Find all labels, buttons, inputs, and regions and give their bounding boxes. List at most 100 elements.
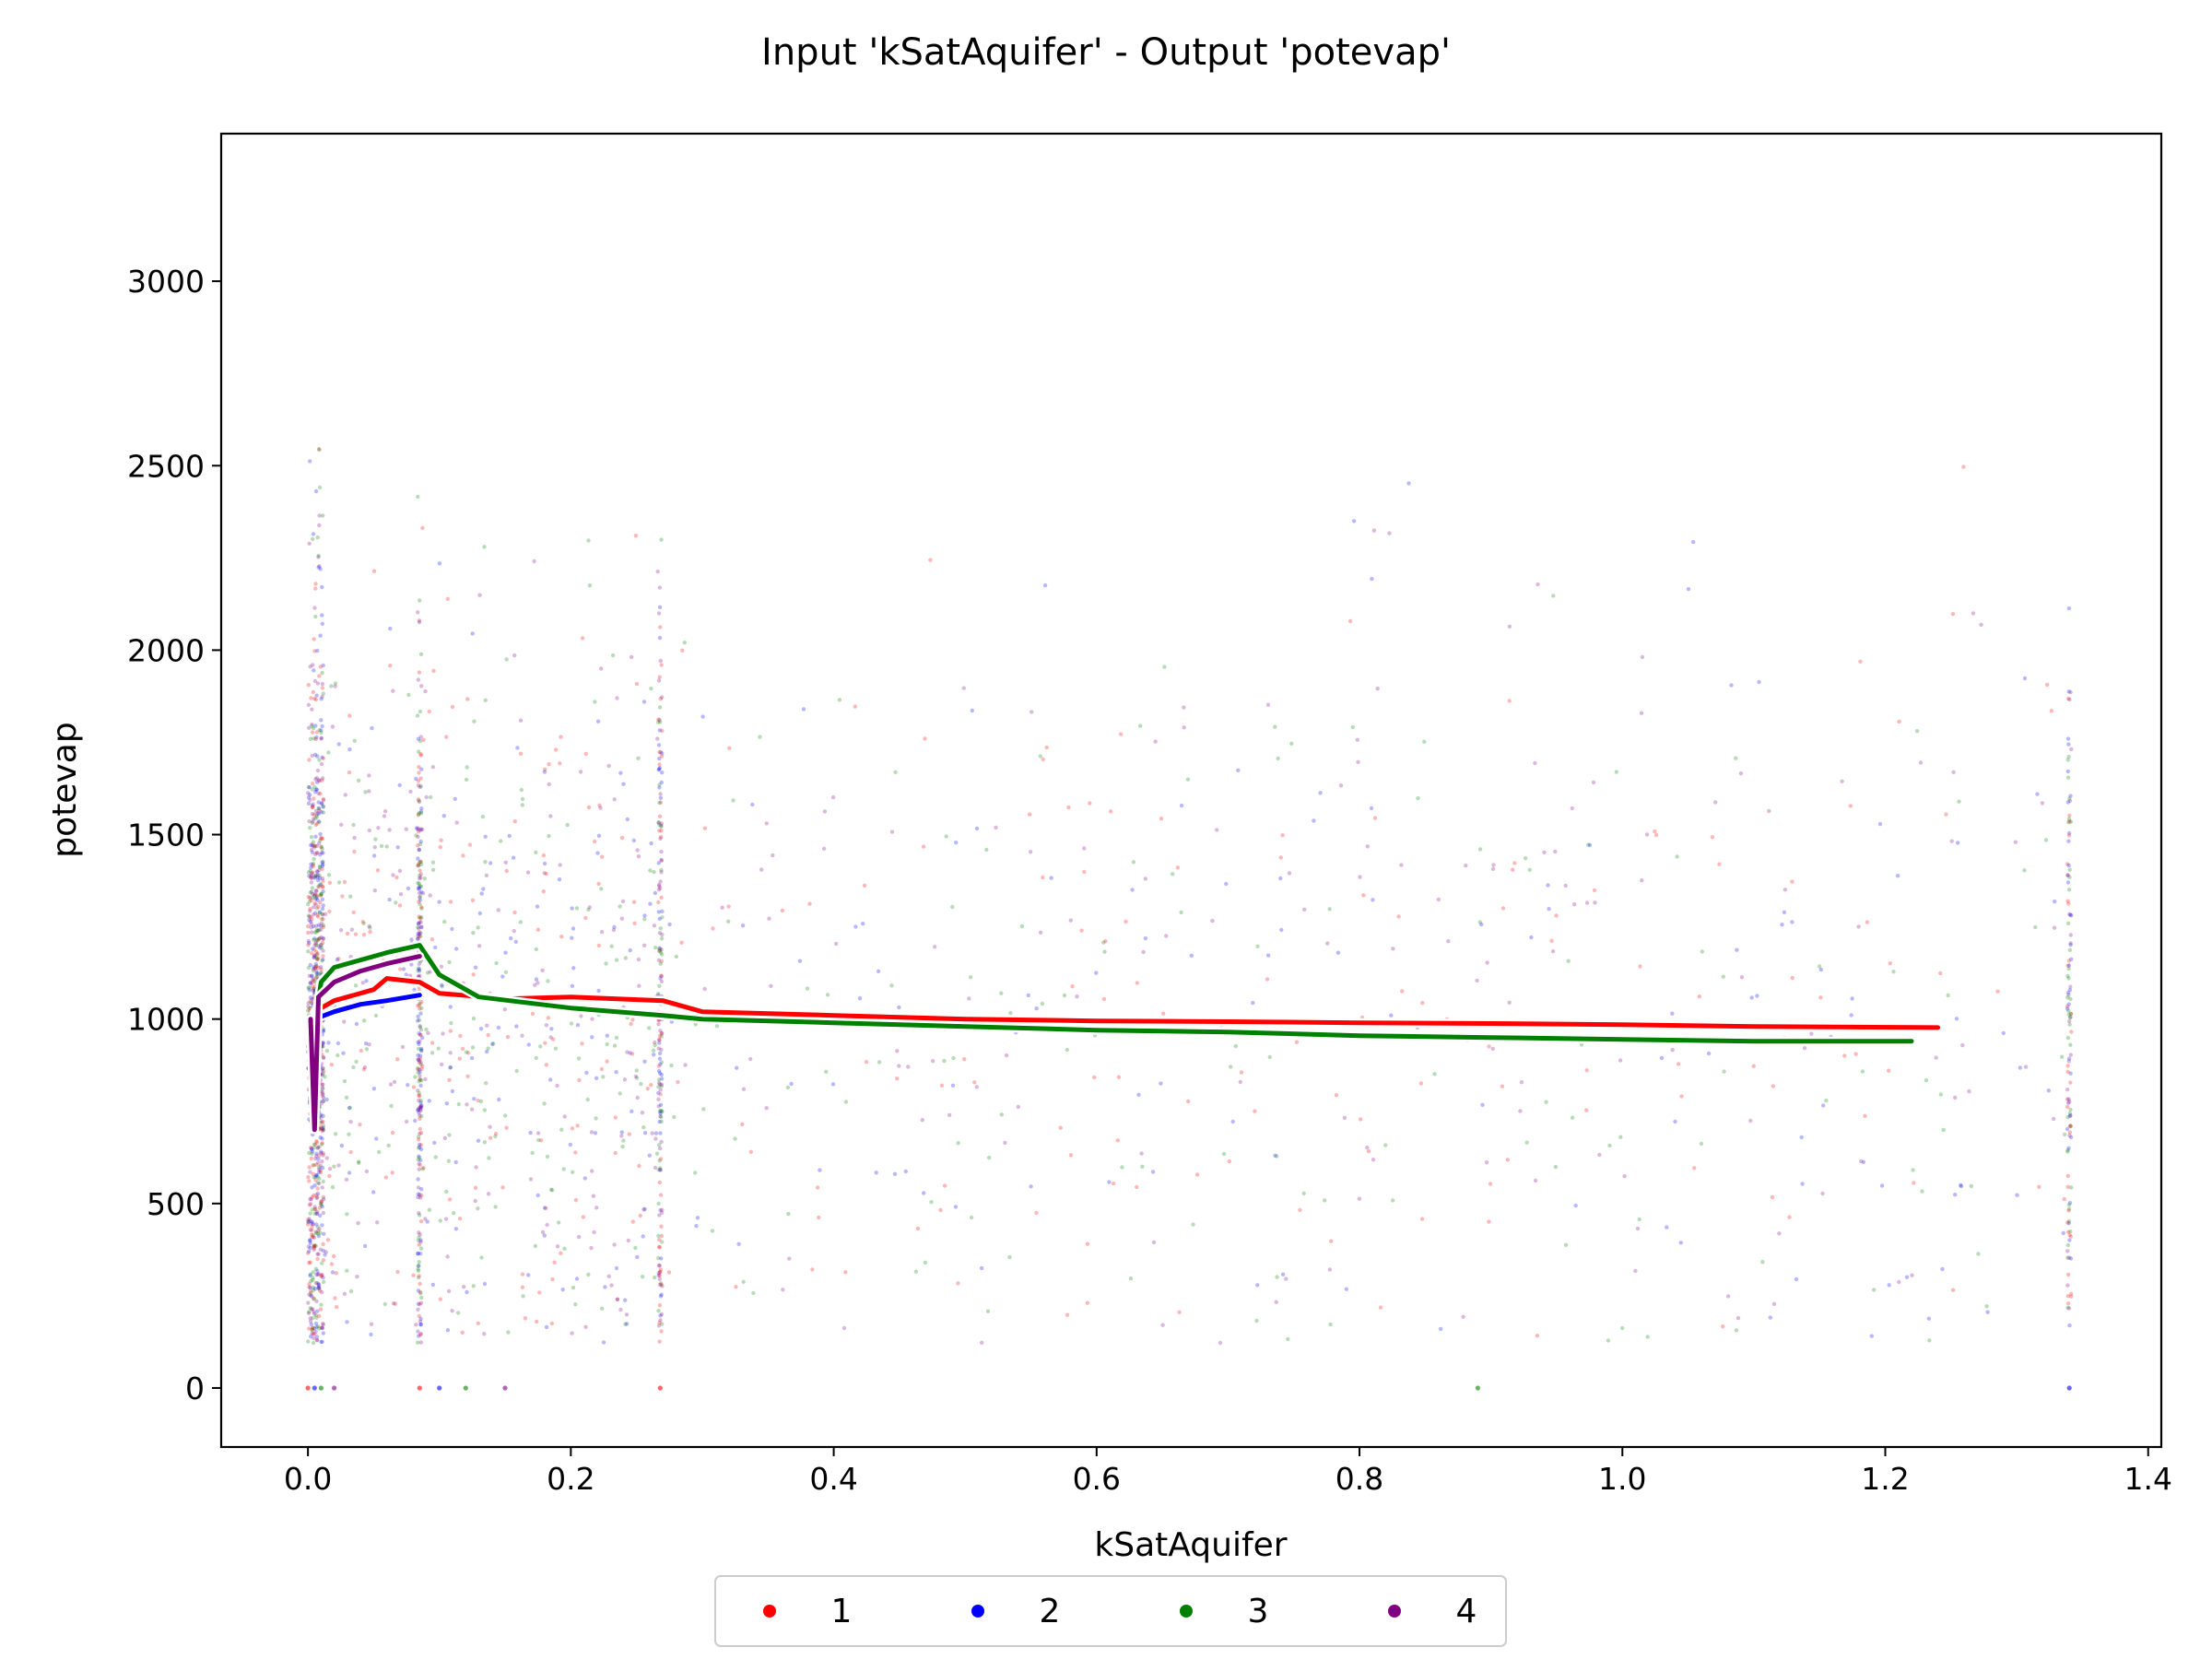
scatter-point	[307, 1281, 312, 1287]
scatter-point	[1951, 770, 1956, 774]
scatter-point	[307, 1179, 312, 1183]
scatter-point	[659, 895, 664, 900]
y-tick-label: 0	[185, 1371, 205, 1406]
scatter-point	[1914, 729, 1920, 734]
scatter-point	[2066, 754, 2071, 759]
scatter-point	[321, 885, 325, 889]
scatter-point	[371, 1087, 377, 1091]
scatter-point	[2043, 838, 2049, 842]
scatter-point	[1587, 842, 1593, 848]
scatter-point	[514, 1024, 519, 1029]
scatter-point	[2052, 925, 2057, 930]
scatter-point	[1800, 1182, 1805, 1186]
scatter-point	[486, 1032, 490, 1038]
scatter-point	[309, 842, 313, 848]
scatter-point	[342, 1078, 347, 1084]
scatter-point	[660, 728, 665, 734]
scatter-point	[2067, 813, 2072, 818]
scatter-point	[1790, 975, 1794, 981]
scatter-point	[603, 1285, 607, 1289]
scatter-point	[534, 977, 539, 982]
scatter-point	[316, 565, 321, 570]
scatter-point	[535, 1319, 539, 1324]
scatter-point	[321, 1179, 325, 1184]
scatter-point	[1872, 1288, 1877, 1292]
scatter-point	[321, 1041, 325, 1045]
scatter-point	[2066, 1221, 2071, 1226]
scatter-point	[320, 1325, 324, 1330]
scatter-point	[1817, 964, 1822, 969]
scatter-point	[1028, 850, 1033, 854]
scatter-point	[2066, 976, 2071, 981]
scatter-point	[2001, 1030, 2006, 1036]
scatter-point	[418, 738, 423, 744]
scatter-point	[635, 1254, 640, 1260]
scatter-point	[345, 1320, 349, 1324]
scatter-point	[1464, 864, 1468, 868]
scatter-point	[418, 1103, 423, 1109]
scatter-point	[2065, 862, 2070, 866]
scatter-point	[2065, 1149, 2070, 1154]
scatter-point	[596, 833, 602, 838]
scatter-point	[642, 1059, 647, 1065]
scatter-point	[418, 1322, 423, 1327]
scatter-point	[324, 1250, 328, 1254]
scatter-point	[431, 668, 436, 674]
scatter-point	[423, 1217, 428, 1221]
scatter-point	[590, 1035, 594, 1040]
scatter-point	[1535, 582, 1540, 587]
scatter-point	[307, 1285, 312, 1289]
scatter-point	[418, 1025, 423, 1030]
scatter-point	[312, 911, 318, 915]
scatter-point	[419, 905, 424, 910]
scatter-point	[313, 941, 318, 946]
scatter-point	[518, 751, 524, 756]
scatter-point	[2068, 1124, 2073, 1128]
scatter-point	[307, 874, 312, 878]
scatter-point	[944, 834, 948, 839]
scatter-point	[1128, 1277, 1134, 1281]
scatter-point	[315, 811, 320, 816]
scatter-point	[892, 1171, 898, 1177]
scatter-point	[312, 817, 318, 821]
scatter-point	[612, 1043, 618, 1048]
scatter-point	[424, 1027, 429, 1032]
scatter-point	[1338, 783, 1344, 788]
scatter-point	[418, 753, 423, 758]
scatter-point	[658, 1092, 663, 1097]
scatter-point	[659, 936, 665, 941]
scatter-point	[660, 1284, 665, 1288]
scatter-point	[361, 921, 366, 926]
scatter-point	[308, 793, 312, 797]
scatter-point	[417, 1242, 421, 1247]
scatter-point	[417, 1060, 421, 1065]
scatter-point	[1887, 1283, 1891, 1288]
scatter-point	[313, 736, 318, 742]
scatter-point	[1302, 907, 1307, 912]
scatter-point	[653, 1131, 659, 1135]
scatter-point	[367, 924, 371, 929]
scatter-point	[417, 1093, 421, 1098]
scatter-point	[360, 919, 365, 924]
scatter-point	[787, 1256, 792, 1261]
scatter-point	[418, 1100, 423, 1105]
scatter-point	[1771, 1301, 1777, 1307]
scatter-point	[950, 1083, 956, 1088]
scatter-point	[521, 1294, 525, 1299]
scatter-point	[543, 1041, 547, 1045]
scatter-point	[2068, 1113, 2073, 1118]
scatter-point	[307, 985, 312, 990]
scatter-point	[416, 1053, 420, 1058]
scatter-point	[1644, 832, 1650, 837]
scatter-point	[316, 1282, 321, 1288]
scatter-point	[535, 1193, 540, 1198]
scatter-point	[1995, 989, 2000, 994]
scatter-point	[1477, 847, 1483, 852]
scatter-point	[506, 1330, 511, 1335]
scatter-point	[577, 1077, 582, 1083]
scatter-point	[2065, 873, 2070, 877]
scatter-point	[656, 743, 662, 747]
scatter-point	[1620, 1325, 1625, 1331]
scatter-point	[1141, 949, 1146, 955]
scatter-point	[443, 1217, 449, 1221]
